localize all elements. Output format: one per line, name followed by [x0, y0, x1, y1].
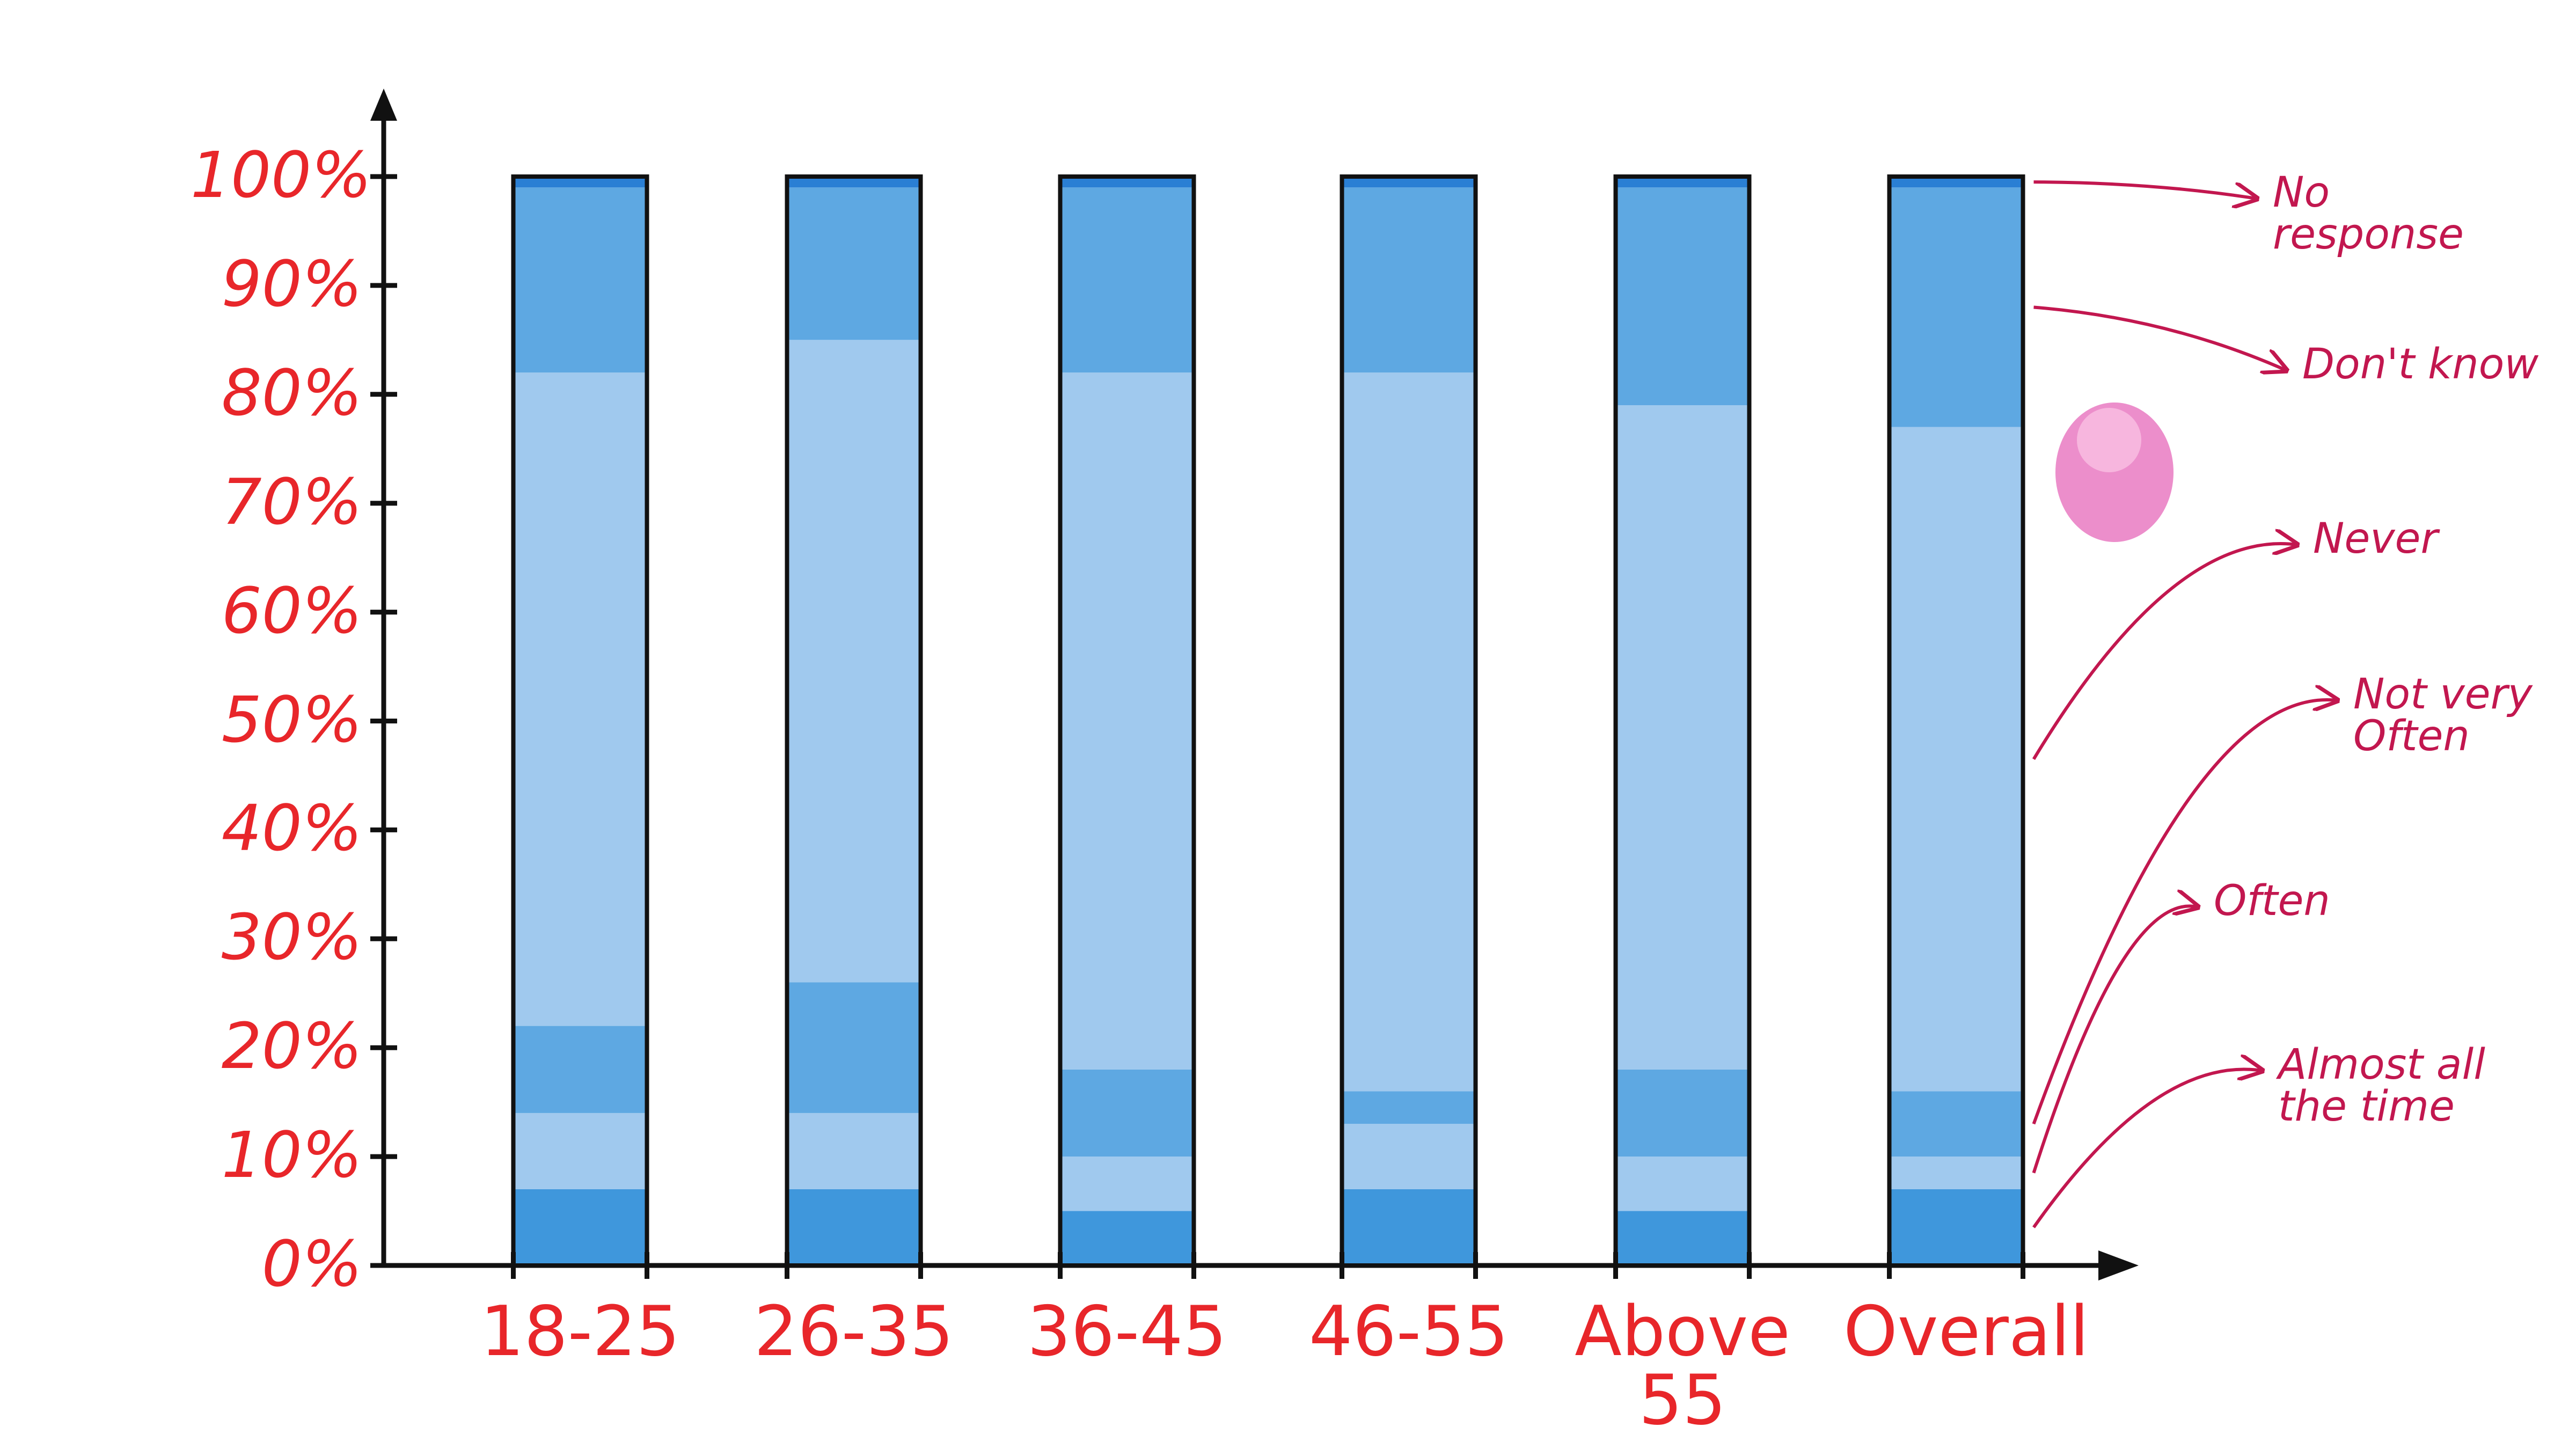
bar-segment — [513, 1189, 647, 1265]
x-tick-label: Above 55 — [1575, 1292, 1790, 1440]
bar-segment — [787, 187, 921, 340]
x-tick-label: 18-25 — [480, 1292, 680, 1372]
bar-outline — [1613, 174, 1752, 1268]
y-tick-label: 40% — [221, 791, 362, 866]
y-tick-label: 60% — [221, 573, 362, 648]
legend-arrow — [2032, 544, 2297, 760]
bar-segment — [1889, 427, 2023, 1092]
bar-segment — [787, 177, 921, 188]
bar-segment — [1342, 177, 1476, 188]
x-tick-label: 36-45 — [1027, 1292, 1227, 1372]
legend-label: Often — [2214, 877, 2330, 925]
y-tick-label: 50% — [221, 682, 362, 757]
y-tick-label: 20% — [221, 1009, 362, 1084]
y-tick-label: 70% — [221, 464, 362, 539]
bar-segment — [787, 982, 921, 1113]
x-axis-arrow — [2098, 1250, 2139, 1280]
legend-arrow — [2032, 1069, 2263, 1228]
x-tick-label: 46-55 — [1309, 1292, 1509, 1372]
bar-segment — [1889, 1189, 2023, 1265]
legend-arrow — [2033, 305, 2287, 370]
y-tick-label: 80% — [221, 355, 362, 430]
bar-segment — [1060, 177, 1194, 188]
bar-segment — [1889, 1091, 2023, 1157]
bar-segment — [513, 1026, 647, 1113]
x-tick-label: 26-35 — [754, 1292, 954, 1372]
bar-segment — [1615, 1211, 1750, 1265]
bar-segment — [513, 177, 647, 188]
bar-segment — [1342, 187, 1476, 373]
illustration — [2055, 402, 2174, 542]
bar-segment — [1615, 177, 1750, 188]
bar-segment — [1342, 372, 1476, 1092]
legend-label: Don't know — [2302, 340, 2539, 389]
bar-segment — [1060, 1211, 1194, 1265]
bar-segment — [1342, 1124, 1476, 1189]
y-tick-label: 30% — [221, 900, 362, 975]
legend-label: No response — [2273, 169, 2464, 259]
bar-segment — [787, 1189, 921, 1265]
bar-segment — [1615, 187, 1750, 406]
bar-segment — [787, 340, 921, 983]
bar-segment — [1060, 187, 1194, 373]
legend-label: Not very Often — [2353, 670, 2533, 760]
bar-segment — [787, 1113, 921, 1189]
legend-label: Almost all the time — [2278, 1041, 2485, 1131]
y-tick-label: 90% — [221, 246, 362, 321]
y-tick-label: 0% — [261, 1227, 362, 1301]
bar-segment — [513, 187, 647, 373]
bar-outline — [1058, 174, 1196, 1268]
bar-outline — [1887, 174, 2025, 1268]
bar-segment — [1889, 187, 2023, 427]
y-axis-arrow — [370, 89, 397, 121]
bar-segment — [1060, 1157, 1194, 1211]
legend-arrow — [2032, 700, 2338, 1125]
legend-label: Never — [2313, 515, 2438, 563]
bar-segment — [1615, 405, 1750, 1070]
bar-outline — [1340, 174, 1478, 1268]
bar-segment — [513, 372, 647, 1026]
bar-segment — [1615, 1069, 1750, 1157]
bar-segment — [1342, 1091, 1476, 1124]
bar-segment — [513, 1113, 647, 1189]
y-tick-label: 100% — [191, 138, 372, 212]
bar-segment — [1342, 1189, 1476, 1265]
bar-segment — [1060, 372, 1194, 1070]
bar-outline — [511, 174, 649, 1268]
bar-segment — [1889, 177, 2023, 188]
bar-segment — [1615, 1157, 1750, 1211]
x-tick-label: Overall — [1843, 1292, 2089, 1372]
y-tick-label: 10% — [221, 1118, 362, 1192]
legend-arrow — [2033, 180, 2257, 199]
bar-outline — [785, 174, 923, 1268]
bar-segment — [1060, 1069, 1194, 1157]
legend-arrow — [2032, 906, 2198, 1174]
bar-segment — [1889, 1157, 2023, 1189]
